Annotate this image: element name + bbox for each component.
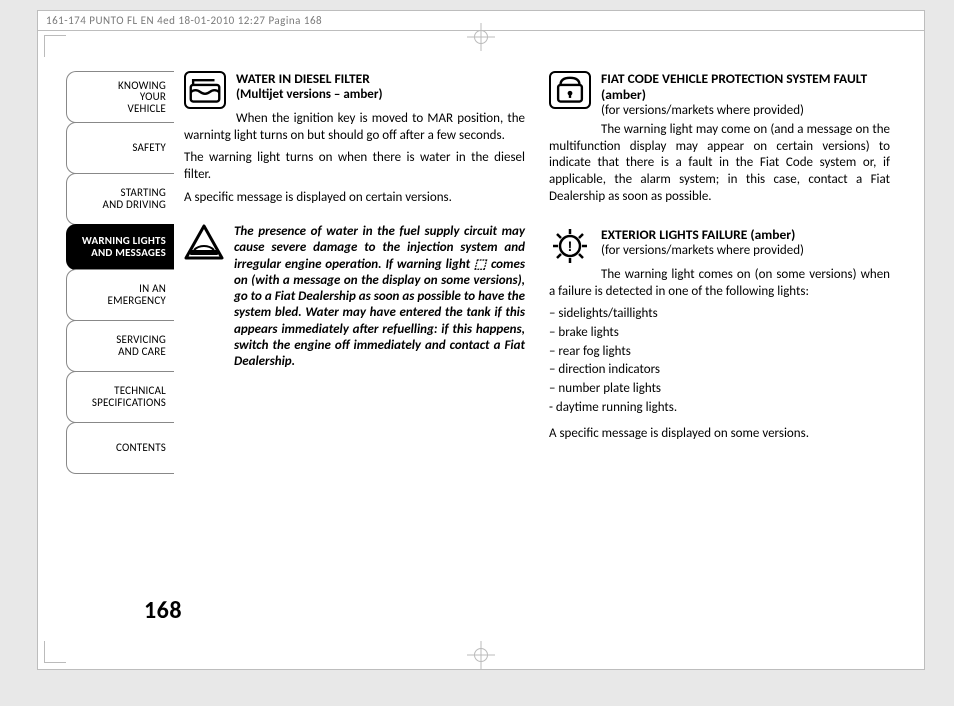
- page-number: 168: [144, 596, 182, 625]
- crop-mark: [44, 35, 66, 57]
- section-tab[interactable]: STARTING AND DRIVING: [66, 173, 174, 225]
- section-title: FIAT CODE VEHICLE PROTECTION SYSTEM FAUL…: [601, 71, 890, 103]
- water-in-filter-icon: [184, 71, 226, 109]
- list-item: – number plate lights: [549, 381, 890, 398]
- paragraph: A specific message is displayed on certa…: [184, 190, 525, 207]
- section-tab[interactable]: CONTENTS: [66, 422, 174, 474]
- tab-label: STARTING AND DRIVING: [103, 187, 166, 210]
- tab-label: TECHNICAL SPECIFICATIONS: [92, 385, 166, 408]
- tab-label: WARNING LIGHTS AND MESSAGES: [82, 235, 166, 258]
- svg-text:!: !: [568, 238, 573, 254]
- failure-list: – sidelights/taillights – brake lights – r…: [549, 306, 890, 416]
- bulb-failure-icon: !: [549, 227, 591, 265]
- list-item: – brake lights: [549, 325, 890, 342]
- tab-label: CONTENTS: [116, 442, 166, 454]
- list-item: – sidelights/taillights: [549, 306, 890, 323]
- list-item: – rear fog lights: [549, 344, 890, 361]
- warning-text: The presence of water in the fuel supply…: [234, 224, 525, 370]
- section-tab[interactable]: IN AN EMERGENCY: [66, 269, 174, 321]
- content-area: WATER IN DIESEL FILTER (Multijet version…: [184, 71, 890, 619]
- section-tab[interactable]: TECHNICAL SPECIFICATIONS: [66, 371, 174, 423]
- section-subtitle: (Multijet versions – amber): [236, 87, 383, 104]
- tab-label: IN AN EMERGENCY: [108, 283, 166, 306]
- list-item: - daytime running lights.: [549, 400, 890, 417]
- right-column: FIAT CODE VEHICLE PROTECTION SYSTEM FAUL…: [549, 71, 890, 619]
- paragraph: A specific message is displayed on some …: [549, 426, 890, 443]
- section-tab[interactable]: WARNING LIGHTS AND MESSAGES: [66, 224, 174, 270]
- section-tabs: KNOWING YOUR VEHICLE SAFETY STARTING AND D…: [66, 71, 174, 473]
- list-item: – direction indicators: [549, 362, 890, 379]
- warning-triangle-icon: [184, 224, 224, 260]
- paragraph: When the ignition key is moved to MAR po…: [184, 111, 525, 144]
- registration-mark-bottom: [471, 645, 491, 665]
- tab-label: SERVICING AND CARE: [116, 334, 166, 357]
- paragraph: The warning light turns on when there is…: [184, 150, 525, 183]
- manual-page: 161-174 PUNTO FL EN 4ed 18-01-2010 12:27…: [37, 10, 925, 670]
- section-title: EXTERIOR LIGHTS FAILURE (amber): [601, 227, 804, 243]
- section-tab[interactable]: SERVICING AND CARE: [66, 320, 174, 372]
- paragraph: The warning light comes on (on some vers…: [549, 267, 890, 300]
- section-subtitle: (for versions/markets where provided): [601, 103, 890, 120]
- registration-mark-top: [471, 27, 491, 47]
- paragraph: The warning light may come on (and a mes…: [549, 122, 890, 205]
- section-tab[interactable]: SAFETY: [66, 122, 174, 174]
- section-subtitle: (for versions/markets where provided): [601, 243, 804, 260]
- tab-label: KNOWING YOUR VEHICLE: [118, 80, 166, 115]
- section-tab[interactable]: KNOWING YOUR VEHICLE: [66, 71, 174, 123]
- fiat-code-icon: [549, 71, 591, 109]
- section-title: WATER IN DIESEL FILTER: [236, 71, 383, 87]
- crop-mark: [44, 641, 66, 663]
- left-column: WATER IN DIESEL FILTER (Multijet version…: [184, 71, 525, 619]
- tab-label: SAFETY: [132, 142, 166, 154]
